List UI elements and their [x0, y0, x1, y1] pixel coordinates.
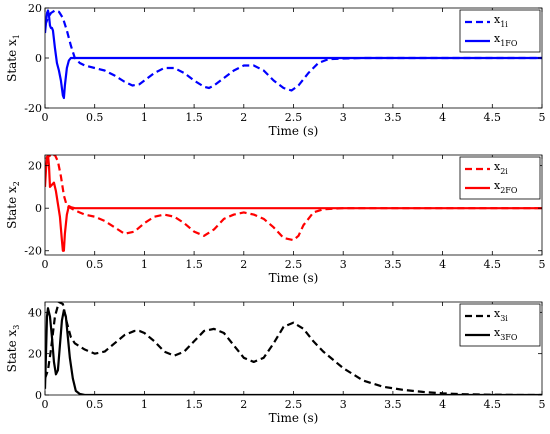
- x-tick-label: 0: [42, 258, 49, 271]
- x-tick-label: 2.5: [285, 398, 303, 411]
- y-tick-label: -20: [24, 102, 42, 115]
- x-tick-label: 3: [340, 398, 347, 411]
- x-tick-label: 4.5: [484, 258, 502, 271]
- x-axis-title: Time (s): [269, 271, 319, 285]
- y-axis-title: State x1: [5, 34, 21, 82]
- x-tick-label: 2: [240, 398, 247, 411]
- y-tick-label: 0: [35, 389, 42, 402]
- x-tick-label: 0: [42, 111, 49, 124]
- y-tick-label: 0: [35, 202, 42, 215]
- x-tick-label: 0.5: [86, 398, 104, 411]
- x-tick-label: 5: [539, 398, 546, 411]
- series-line-1FO: [45, 9, 542, 100]
- series-line-2i: [45, 155, 542, 242]
- x-tick-label: 1: [141, 258, 148, 271]
- legend-label: x3i: [494, 307, 508, 323]
- x-tick-label: 1: [141, 398, 148, 411]
- x-tick-label: 1.5: [185, 398, 203, 411]
- y-axis-title: State x3: [5, 325, 21, 373]
- x-tick-label: 3.5: [384, 258, 402, 271]
- x-tick-label: 3: [340, 111, 347, 124]
- legend-label: x3FO: [494, 326, 518, 342]
- legend: x2i x2FO: [459, 156, 541, 200]
- y-tick-label: -20: [24, 245, 42, 258]
- series-line-3FO: [45, 307, 542, 395]
- legend-label: x1i: [494, 13, 508, 29]
- x-tick-label: 4: [439, 258, 446, 271]
- x-tick-label: 2.5: [285, 111, 303, 124]
- x-tick-label: 1.5: [185, 258, 203, 271]
- y-axis-title: State x2: [5, 181, 21, 229]
- subplot-3: 0 0.5 1 1.5 2 2.5 3 3.5 4 4.5 5 40 20 0 Time (s) State …: [5, 301, 546, 425]
- x-tick-label: 0.5: [86, 111, 104, 124]
- legend-box: [459, 303, 541, 347]
- x-axis-title: Time (s): [269, 411, 319, 425]
- y-tick-label: 20: [28, 160, 42, 173]
- x-tick-label: 2.5: [285, 258, 303, 271]
- legend-label: x2i: [494, 160, 508, 176]
- x-tick-label: 5: [539, 258, 546, 271]
- y-tick-label: 20: [28, 2, 42, 15]
- x-tick-label: 2: [240, 258, 247, 271]
- x-tick-label: 2: [240, 111, 247, 124]
- series-line-1i: [45, 9, 542, 92]
- legend-box: [459, 9, 541, 53]
- x-tick-label: 1.5: [185, 111, 203, 124]
- x-tick-label: 4.5: [484, 398, 502, 411]
- legend-box: [459, 156, 541, 200]
- legend: x3i x3FO: [459, 303, 541, 347]
- y-tick-label: 0: [35, 52, 42, 65]
- legend: x1i x1FO: [459, 9, 541, 53]
- x-tick-label: 1: [141, 111, 148, 124]
- x-axis-title: Time (s): [269, 124, 319, 138]
- x-tick-label: 5: [539, 111, 546, 124]
- legend-label: x1FO: [494, 32, 518, 48]
- x-tick-label: 4: [439, 398, 446, 411]
- series-line-2FO: [45, 155, 542, 252]
- x-tick-label: 3.5: [384, 398, 402, 411]
- x-tick-label: 4.5: [484, 111, 502, 124]
- y-tick-label: 40: [28, 306, 42, 319]
- x-tick-label: 0.5: [86, 258, 104, 271]
- series-line-3i: [45, 302, 542, 395]
- x-tick-label: 4: [439, 111, 446, 124]
- legend-label: x2FO: [494, 179, 518, 195]
- y-tick-label: 20: [28, 348, 42, 361]
- x-tick-label: 3: [340, 258, 347, 271]
- x-tick-label: 0: [42, 398, 49, 411]
- x-tick-label: 3.5: [384, 111, 402, 124]
